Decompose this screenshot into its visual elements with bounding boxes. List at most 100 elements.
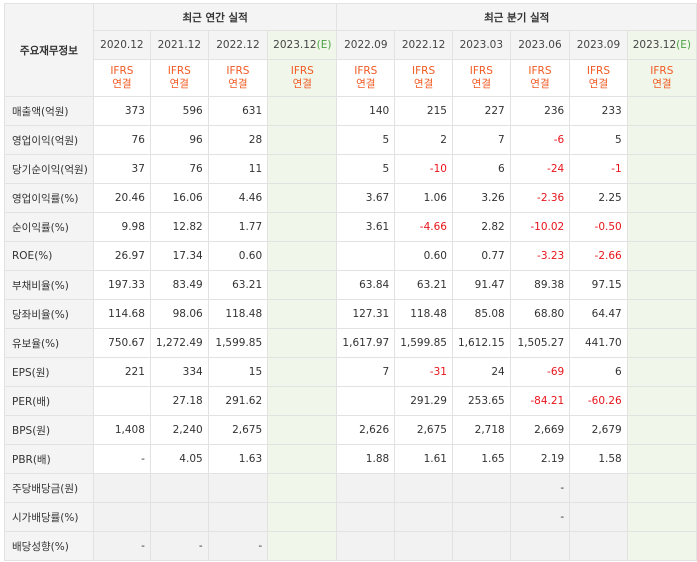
table-cell: 2,240 — [149, 415, 209, 445]
table-cell: 91.47 — [451, 270, 511, 300]
table-cell — [267, 415, 338, 445]
table-cell — [267, 183, 338, 213]
period-header: 2022.12 — [394, 30, 453, 60]
table-cell — [626, 357, 697, 387]
period-label: 2023.12 — [273, 39, 317, 51]
row-label: 영업이익률(%) — [4, 183, 94, 213]
table-cell: 64.47 — [569, 299, 628, 329]
table-cell: 215 — [394, 96, 453, 126]
table-row: 유보율(%) 750.67 1,272.49 1,599.85 1,617.97 1,59… — [4, 328, 697, 358]
period-header: 2022.12 — [207, 30, 269, 60]
accounting-standard: IFRS 연결 — [569, 59, 628, 97]
table-cell: 5 — [336, 125, 396, 155]
table-cell: -69 — [509, 357, 571, 387]
table-cell: 1.88 — [336, 444, 396, 474]
table-cell: - — [149, 531, 209, 561]
standard-consolidated: 연결 — [588, 78, 609, 90]
table-cell: -31 — [394, 357, 453, 387]
table-cell: 1,505.27 — [509, 328, 571, 358]
table-cell: -2.66 — [569, 241, 628, 271]
table-row: 당기순이익(억원) 37 76 11 5 -10 6 -24 -1 — [4, 154, 697, 184]
table-cell: 1,599.85 — [394, 328, 453, 358]
table-cell: 12.82 — [149, 212, 209, 242]
standard-ifrs: IFRS — [528, 65, 552, 77]
row-label: PER(배) — [4, 386, 94, 416]
table-cell: 7 — [336, 357, 396, 387]
table-cell: - — [509, 473, 571, 503]
table-cell: 68.80 — [509, 299, 571, 329]
table-cell: 2.19 — [509, 444, 571, 474]
table-cell: 2,679 — [569, 415, 628, 445]
table-cell: 0.60 — [207, 241, 269, 271]
table-cell — [92, 386, 151, 416]
table-cell — [149, 502, 209, 532]
row-label: 당좌비율(%) — [4, 299, 94, 329]
table-body: 매출액(억원) 373 596 631 140 215 227 236 233 영업이익(억원) 7… — [4, 96, 697, 561]
table-cell: -10.02 — [509, 212, 571, 242]
standard-header-row: IFRS 연결 IFRS 연결 IFRS 연결 IFRS 연결 IFRS 연결 IFRS 연결 IFRS… — [5, 59, 697, 97]
table-cell — [267, 502, 338, 532]
table-cell — [336, 473, 396, 503]
table-cell — [626, 299, 697, 329]
table-cell: 6 — [451, 154, 511, 184]
table-cell: 2,626 — [336, 415, 396, 445]
table-cell: 0.77 — [451, 241, 511, 271]
table-cell: - — [92, 444, 151, 474]
table-cell: 1.58 — [569, 444, 628, 474]
period-label: 2023.12 — [632, 39, 677, 51]
row-label: 배당성향(%) — [4, 531, 94, 561]
standard-ifrs: IFRS — [167, 65, 191, 77]
table-cell: - — [92, 531, 151, 561]
accounting-standard: IFRS 연결 — [92, 59, 151, 97]
accounting-standard: IFRS 연결 — [394, 59, 453, 97]
table-cell — [267, 357, 338, 387]
row-header-label: 주요재무정보 — [4, 3, 94, 97]
table-cell: 28 — [207, 125, 269, 155]
table-cell — [336, 386, 396, 416]
table-cell: 631 — [207, 96, 269, 126]
table-cell — [626, 270, 697, 300]
table-cell: 1,599.85 — [207, 328, 269, 358]
table-cell — [394, 473, 453, 503]
table-cell — [509, 531, 571, 561]
table-cell — [336, 531, 396, 561]
table-cell — [149, 473, 209, 503]
table-cell — [626, 96, 697, 126]
table-cell: 7 — [451, 125, 511, 155]
table-cell: 1,408 — [92, 415, 151, 445]
table-cell: 1.06 — [394, 183, 453, 213]
table-cell — [451, 473, 511, 503]
table-cell: -84.21 — [509, 386, 571, 416]
period-header: 2023.03 — [451, 30, 511, 60]
table-cell: 76 — [149, 154, 209, 184]
table-cell — [336, 502, 396, 532]
standard-ifrs: IFRS — [586, 65, 610, 77]
row-label: 매출액(억원) — [4, 96, 94, 126]
table-cell: 221 — [92, 357, 151, 387]
table-cell: 9.98 — [92, 212, 151, 242]
table-cell — [451, 502, 511, 532]
table-cell: 2,675 — [394, 415, 453, 445]
table-row: 영업이익률(%) 20.46 16.06 4.46 3.67 1.06 3.26 -2.36 2… — [4, 183, 697, 213]
period-header: 2020.12 — [92, 30, 151, 60]
standard-consolidated: 연결 — [530, 78, 550, 90]
table-cell — [626, 125, 697, 155]
table-cell — [267, 212, 338, 242]
table-cell: 2.25 — [569, 183, 628, 213]
table-cell: -3.23 — [509, 241, 571, 271]
standard-consolidated: 연결 — [413, 78, 434, 90]
table-cell: 236 — [509, 96, 571, 126]
table-cell — [569, 473, 628, 503]
period-header: 2023.09 — [569, 30, 628, 60]
standard-consolidated: 연결 — [356, 78, 376, 90]
table-cell — [569, 502, 628, 532]
table-cell: -60.26 — [569, 386, 628, 416]
table-cell: -4.66 — [394, 212, 453, 242]
table-cell — [626, 241, 697, 271]
standard-ifrs: IFRS — [290, 65, 314, 77]
table-cell: 20.46 — [92, 183, 151, 213]
table-cell: 3.61 — [336, 212, 396, 242]
table-cell: 26.97 — [92, 241, 151, 271]
table-cell: 3.26 — [451, 183, 511, 213]
table-cell: 2,669 — [509, 415, 571, 445]
